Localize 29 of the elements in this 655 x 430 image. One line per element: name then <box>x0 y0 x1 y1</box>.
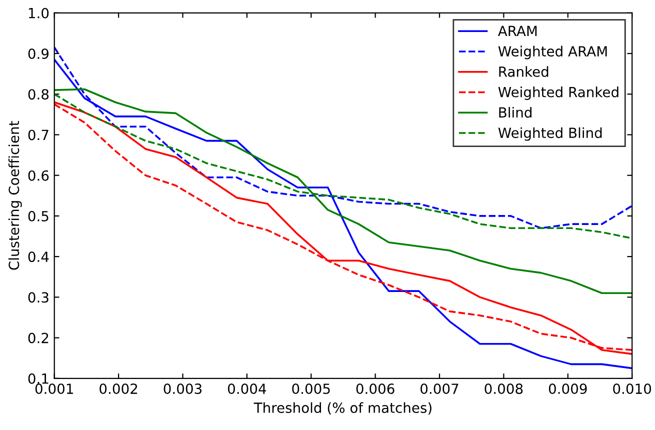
y-tick-label: 0.5 <box>28 210 48 222</box>
legend-label: Weighted Ranked <box>498 86 618 100</box>
line-series <box>54 88 632 294</box>
y-tick-label: 0.9 <box>28 48 49 59</box>
legend-label: Weighted ARAM <box>498 46 607 60</box>
y-tick-label: 0.2 <box>28 332 48 344</box>
x-tick-label: 0.002 <box>100 384 138 394</box>
y-tick-label: 0.4 <box>28 252 49 262</box>
x-tick-label: 0.009 <box>548 384 587 394</box>
x-tick-label: 0.001 <box>35 384 73 394</box>
x-tick-label: 0.010 <box>613 384 652 394</box>
legend-label: ARAM <box>498 26 537 36</box>
legend-label: Weighted Blind <box>498 127 602 141</box>
y-tick-label: 0.3 <box>28 292 48 303</box>
x-tick-label: 0.008 <box>484 384 523 394</box>
y-axis-title: Clustering Coefficient <box>8 121 22 270</box>
x-tick-label: 0.003 <box>164 384 202 394</box>
y-tick-label: 1.0 <box>28 8 49 18</box>
legend-label: Blind <box>499 106 532 118</box>
y-tick-label: 0.8 <box>28 89 49 100</box>
y-tick-label: 0.1 <box>28 373 48 384</box>
legend-label: Ranked <box>499 66 548 77</box>
y-tick-label: 0.7 <box>28 130 48 140</box>
x-axis-title: Threshold (% of matches) <box>254 402 432 415</box>
x-tick-label: 0.005 <box>292 384 330 394</box>
y-tick-label: 0.6 <box>28 170 49 181</box>
x-tick-label: 0.006 <box>356 384 394 394</box>
x-tick-label: 0.007 <box>420 384 458 394</box>
x-tick-label: 0.004 <box>228 384 266 394</box>
